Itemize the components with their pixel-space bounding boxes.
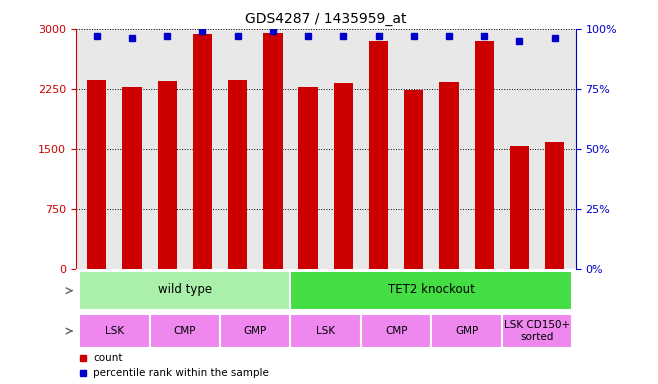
- Bar: [263, 33, 282, 269]
- Bar: [334, 83, 353, 269]
- Text: percentile rank within the sample: percentile rank within the sample: [93, 368, 269, 379]
- Text: TET2 knockout: TET2 knockout: [388, 283, 475, 296]
- Bar: [545, 142, 565, 269]
- Bar: [510, 146, 529, 269]
- Bar: [290, 271, 572, 310]
- Bar: [502, 314, 572, 348]
- Bar: [122, 87, 141, 269]
- Bar: [369, 41, 388, 269]
- Bar: [193, 34, 212, 269]
- Bar: [290, 314, 361, 348]
- Bar: [440, 83, 459, 269]
- Text: count: count: [93, 353, 122, 363]
- Text: LSK: LSK: [316, 326, 336, 336]
- Bar: [474, 41, 494, 269]
- Text: LSK CD150+
sorted: LSK CD150+ sorted: [504, 320, 570, 342]
- Bar: [87, 80, 107, 269]
- Bar: [79, 271, 290, 310]
- Title: GDS4287 / 1435959_at: GDS4287 / 1435959_at: [245, 12, 407, 26]
- Bar: [361, 314, 432, 348]
- Bar: [404, 89, 424, 269]
- Bar: [228, 80, 247, 269]
- Text: LSK: LSK: [105, 326, 124, 336]
- Text: CMP: CMP: [385, 326, 407, 336]
- Text: GMP: GMP: [455, 326, 478, 336]
- Bar: [79, 314, 149, 348]
- Bar: [299, 87, 318, 269]
- Bar: [149, 314, 220, 348]
- Text: wild type: wild type: [158, 283, 212, 296]
- Text: GMP: GMP: [243, 326, 267, 336]
- Bar: [220, 314, 290, 348]
- Bar: [432, 314, 502, 348]
- Text: CMP: CMP: [174, 326, 196, 336]
- Bar: [157, 81, 177, 269]
